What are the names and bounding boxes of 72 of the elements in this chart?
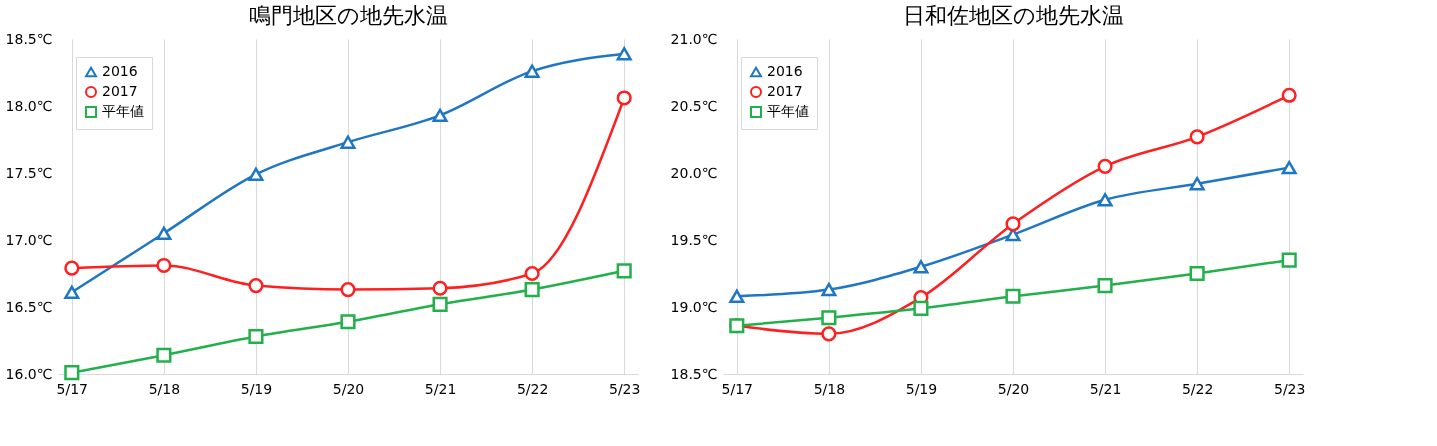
legend-label: 2016 [767, 63, 803, 79]
y-tick-label: 16.0℃ [5, 365, 53, 382]
x-tick-label: 5/22 [516, 380, 549, 397]
x-tick-label: 5/21 [424, 380, 457, 397]
point [1281, 87, 1297, 103]
point [340, 314, 356, 330]
chart-title: 鳴門地区の地先水温 [248, 3, 448, 28]
point [1097, 193, 1113, 207]
y-tick-label: 18.0℃ [5, 97, 53, 114]
point [524, 265, 540, 282]
point [1097, 158, 1113, 174]
x-tick-label: 5/19 [905, 380, 938, 397]
point [821, 282, 837, 297]
point [1189, 176, 1205, 191]
point [340, 135, 356, 149]
x-tick-label: 5/21 [1089, 380, 1122, 397]
point [524, 282, 540, 298]
y-tick-label: 17.0℃ [5, 231, 53, 248]
point [1189, 129, 1205, 145]
x-tick-label: 5/19 [240, 380, 273, 397]
point [156, 257, 172, 274]
y-tick-label: 18.5℃ [670, 365, 718, 382]
point [1005, 288, 1021, 304]
point [248, 167, 264, 182]
x-tick-label: 5/17 [56, 380, 89, 397]
point [1281, 252, 1297, 268]
point [248, 278, 264, 294]
y-tick-label: 16.5℃ [5, 298, 53, 315]
y-tick-label: 18.5℃ [5, 30, 53, 47]
point [432, 108, 448, 123]
point [432, 296, 448, 312]
legend-label: 平年値 [102, 103, 144, 119]
x-tick-label: 5/18 [148, 380, 181, 397]
y-tick-label: 20.5℃ [670, 97, 718, 114]
point [1097, 277, 1113, 294]
point [64, 285, 80, 299]
point [616, 47, 632, 61]
point [248, 328, 264, 345]
x-tick-label: 5/23 [1273, 380, 1306, 397]
legend-label: 平年値 [767, 103, 809, 119]
point [913, 300, 929, 316]
point [616, 263, 632, 279]
point [821, 326, 837, 342]
point [729, 289, 745, 304]
x-tick-label: 5/22 [1181, 380, 1214, 397]
x-tick-label: 5/20 [997, 380, 1030, 397]
point [524, 64, 540, 78]
point [432, 280, 448, 296]
point [913, 260, 929, 274]
x-tick-label: 5/17 [721, 380, 754, 397]
y-tick-label: 21.0℃ [670, 30, 718, 47]
y-tick-label: 19.0℃ [670, 298, 718, 315]
point [1189, 265, 1205, 282]
point [156, 226, 172, 241]
point [156, 347, 172, 363]
x-tick-label: 5/23 [608, 380, 641, 397]
point [64, 260, 80, 276]
y-tick-label: 17.5℃ [5, 164, 53, 181]
chart-title: 日和佐地区の地先水温 [902, 3, 1124, 28]
point [1281, 160, 1297, 175]
point [64, 365, 80, 381]
legend-label: 2017 [767, 83, 803, 99]
y-tick-label: 20.0℃ [670, 164, 718, 181]
legend-label: 2016 [102, 63, 138, 79]
legend-label: 2017 [102, 83, 138, 99]
point [1005, 216, 1021, 232]
x-tick-label: 5/18 [813, 380, 846, 397]
y-tick-label: 19.5℃ [670, 231, 718, 248]
point [821, 310, 837, 326]
x-tick-label: 5/20 [332, 380, 365, 397]
point [340, 282, 356, 298]
point [616, 90, 632, 106]
